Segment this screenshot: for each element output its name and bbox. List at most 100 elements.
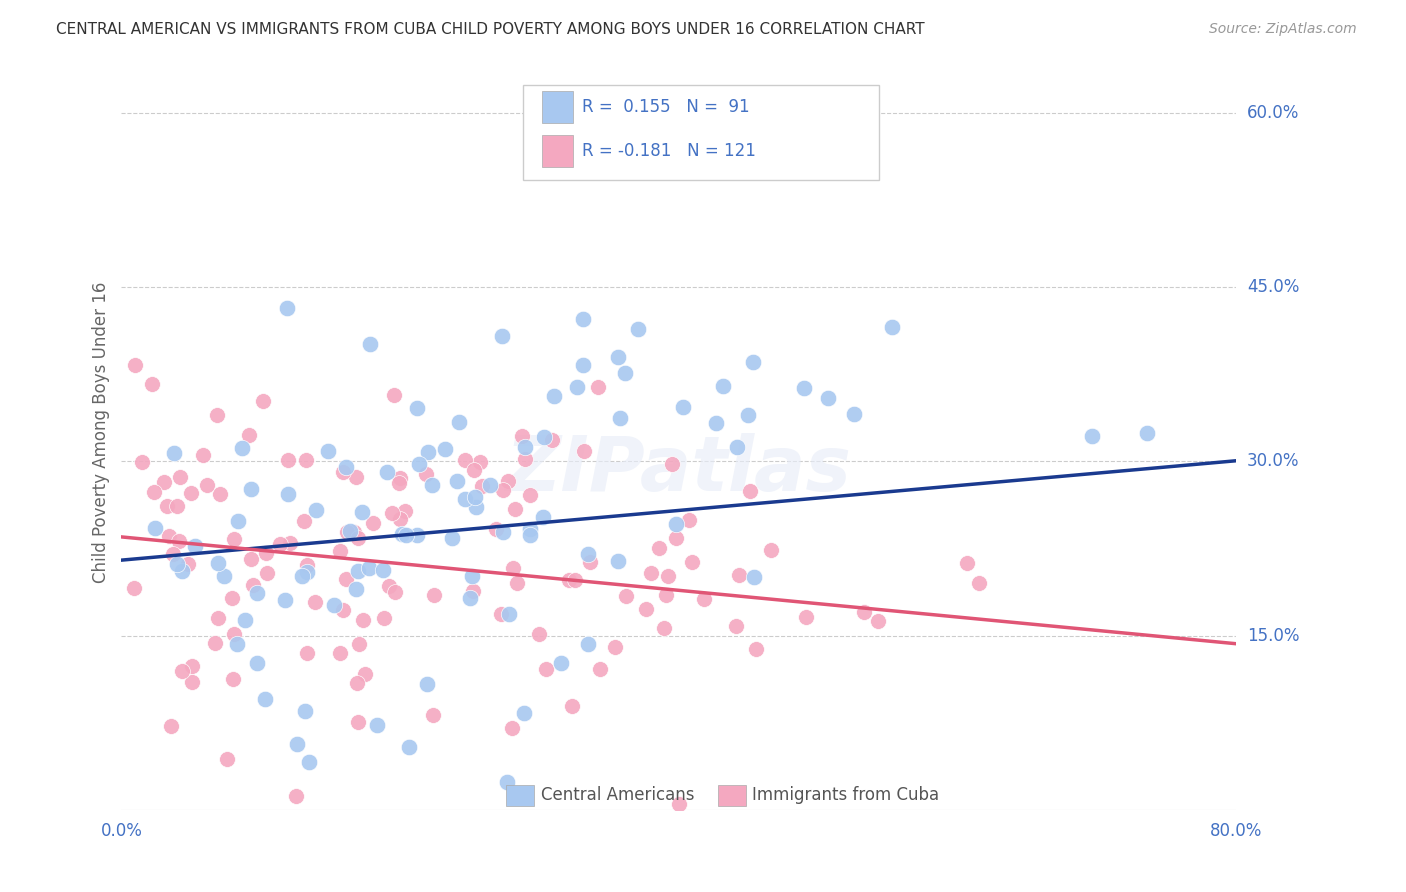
Point (648, 541, 671, 555)
Point (471, 479, 494, 493)
Point (513, 706, 536, 721)
Point (276, 301, 298, 315)
Point (394, 504, 416, 518)
Point (295, 565, 318, 579)
Point (478, 478, 501, 492)
Point (693, 591, 716, 606)
Text: CENTRAL AMERICAN VS IMMIGRANTS FROM CUBA CHILD POVERTY AMONG BOYS UNDER 16 CORRE: CENTRAL AMERICAN VS IMMIGRANTS FROM CUBA… (56, 22, 925, 37)
Point (347, 532, 370, 546)
Point (208, 487, 231, 501)
Point (967, 575, 990, 590)
Point (277, 453, 299, 467)
Point (461, 583, 484, 598)
Point (212, 569, 235, 583)
Point (391, 526, 413, 541)
Point (572, 444, 595, 458)
Point (420, 477, 443, 491)
Point (458, 591, 481, 606)
Point (534, 662, 557, 676)
Point (285, 737, 308, 751)
Point (665, 531, 688, 545)
Point (586, 379, 609, 393)
Point (571, 312, 593, 326)
Point (157, 529, 180, 543)
Point (408, 457, 430, 471)
Point (956, 556, 979, 570)
Point (557, 573, 579, 587)
Point (181, 674, 204, 689)
Point (357, 560, 380, 574)
Point (153, 475, 176, 490)
Point (531, 509, 554, 524)
Point (678, 513, 700, 527)
Point (465, 500, 488, 515)
Point (352, 613, 374, 627)
Point (352, 504, 374, 518)
Point (405, 401, 427, 415)
Point (343, 524, 366, 539)
Text: 15.0%: 15.0% (1247, 626, 1299, 645)
Point (240, 551, 263, 566)
Point (423, 588, 446, 602)
Point (384, 585, 406, 599)
Point (661, 457, 683, 471)
Point (131, 454, 153, 468)
Point (221, 591, 243, 606)
Point (468, 455, 491, 469)
Point (226, 514, 249, 528)
Point (361, 516, 384, 530)
Point (609, 411, 631, 425)
Point (167, 533, 190, 548)
Point (415, 467, 437, 481)
Point (1081, 428, 1104, 442)
Point (332, 465, 354, 479)
Point (274, 593, 297, 607)
Point (382, 388, 405, 402)
Point (349, 637, 371, 651)
Point (606, 554, 628, 568)
Point (738, 483, 761, 498)
Point (207, 556, 229, 570)
Point (868, 614, 890, 628)
Point (793, 381, 815, 395)
Point (246, 656, 269, 670)
Point (882, 320, 904, 334)
Point (329, 543, 352, 558)
Point (506, 576, 529, 591)
Text: Immigrants from Cuba: Immigrants from Cuba (752, 787, 939, 805)
Point (166, 500, 188, 514)
Text: R =  0.155   N =  91: R = 0.155 N = 91 (582, 98, 749, 116)
Point (159, 719, 181, 733)
Point (354, 667, 377, 681)
Point (170, 664, 193, 678)
Point (564, 573, 586, 587)
Point (193, 448, 215, 462)
Point (162, 547, 184, 561)
Point (181, 658, 204, 673)
Point (605, 640, 627, 655)
Point (347, 715, 370, 730)
Point (233, 614, 256, 628)
Point (711, 379, 734, 393)
Point (339, 524, 361, 538)
Point (513, 440, 536, 454)
Point (231, 441, 253, 455)
Point (492, 524, 515, 539)
Point (166, 557, 188, 571)
Text: 30.0%: 30.0% (1247, 452, 1299, 470)
Point (634, 601, 657, 615)
Point (794, 610, 817, 624)
Point (665, 517, 688, 532)
Point (388, 471, 411, 485)
Point (519, 522, 541, 536)
Point (256, 566, 278, 581)
Point (724, 619, 747, 633)
Point (346, 564, 368, 578)
Point (737, 408, 759, 422)
Point (278, 536, 301, 550)
Point (529, 627, 551, 641)
Point (371, 563, 394, 577)
Text: Central Americans: Central Americans (540, 787, 695, 805)
FancyBboxPatch shape (541, 135, 572, 167)
Point (704, 416, 727, 430)
